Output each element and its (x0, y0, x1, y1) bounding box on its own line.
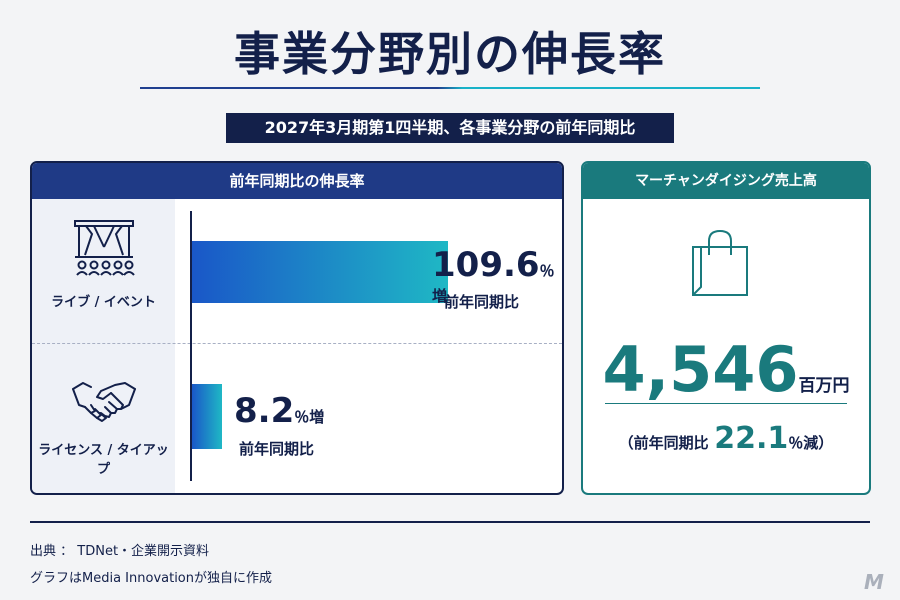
handshake-icon (71, 382, 136, 422)
bar-axis (190, 211, 192, 481)
source-note: 出典 ： TDNet・企業開示資料 (30, 544, 210, 559)
value-caption-live-event: 前年同期比 (444, 293, 520, 311)
yoy-prefix: （前年同期比 (618, 434, 709, 452)
category-column: ライブ / イベント ライセンス / タイアップ (32, 199, 175, 493)
category-license-tieup: ライセンス / タイアップ (32, 375, 175, 477)
value-caption-license-tieup: 前年同期比 (239, 440, 315, 458)
yoy-change: （前年同期比 22.1％減） (583, 421, 869, 456)
stage-icon (73, 220, 135, 276)
category-label: ライブ / イベント (51, 295, 156, 310)
merchandising-panel-header: マーチャンダイジング売上高 (583, 163, 869, 199)
value-label-live-event: 109.6％増 (432, 245, 562, 306)
yoy-value: 22.1 (714, 421, 789, 456)
bar-live-event (192, 241, 448, 303)
subtitle-banner: 2027年3月期第1四半期、各事業分野の前年同期比 (226, 113, 674, 143)
footer-rule (30, 521, 870, 523)
publisher-watermark: M (864, 570, 884, 594)
sales-divider (605, 403, 847, 404)
credit-note: グラフはMedia Innovationが独自に作成 (30, 571, 273, 586)
value-label-license-tieup: 8.2％増 (234, 391, 324, 431)
value-unit: ％増 (294, 408, 325, 426)
title-underline (140, 87, 760, 89)
page-title: 事業分野別の伸長率 (234, 27, 666, 81)
row-divider (32, 343, 562, 344)
value-unit: ％増 (432, 262, 555, 305)
growth-panel-header: 前年同期比の伸長率 (32, 163, 562, 199)
category-live-event: ライブ / イベント (32, 217, 175, 310)
yoy-suffix: ％減） (788, 434, 834, 452)
sales-value: 4,546 (602, 333, 799, 406)
value-number: 109.6 (432, 245, 540, 285)
growth-rate-panel: 前年同期比の伸長率 (30, 161, 564, 495)
sales-unit: 百万円 (798, 376, 850, 396)
merchandising-panel: マーチャンダイジング売上高 4,546百万円 （前年同期比 22.1％減） (581, 161, 871, 495)
bar-license-tieup (192, 384, 222, 449)
shopping-bag-icon (692, 229, 748, 296)
category-label: ライセンス / タイアップ (38, 443, 169, 477)
value-number: 8.2 (234, 391, 295, 431)
sales-figure: 4,546百万円 (583, 333, 869, 406)
